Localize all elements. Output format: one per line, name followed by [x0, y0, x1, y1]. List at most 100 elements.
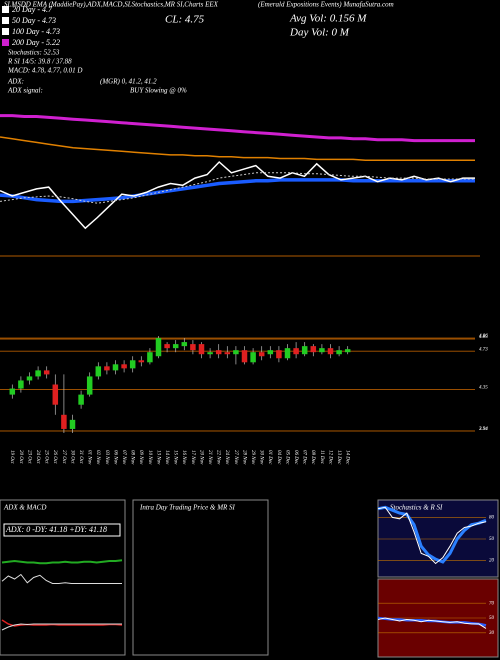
- x-tick-label: 28 Nov: [241, 450, 246, 465]
- series-line: [377, 617, 487, 629]
- y-tick-label: 80: [489, 516, 495, 521]
- series-line: [1, 619, 123, 627]
- series-line: [1, 623, 122, 631]
- x-tick-label: 30 Nov: [259, 450, 264, 465]
- candle-body: [69, 419, 76, 429]
- series-line: [0, 136, 475, 162]
- candle-body: [336, 350, 342, 355]
- candle-body: [310, 346, 317, 353]
- candle-body: [301, 346, 308, 355]
- series-line: [377, 506, 487, 565]
- candle-body: [129, 360, 136, 369]
- series-line: [0, 160, 475, 230]
- candle-body: [121, 364, 127, 369]
- x-tick-label: 05 Dec: [284, 450, 289, 465]
- x-tick-label: 01 Dec: [267, 450, 272, 465]
- x-tick-label: 06 Nov: [112, 450, 117, 465]
- swatch: [2, 6, 9, 13]
- candle-body: [344, 349, 351, 353]
- volume-label: Avg Vol: 0.156 M: [289, 13, 367, 25]
- y-tick-label: 4.35: [479, 386, 488, 391]
- x-tick-label: 25 Oct: [44, 450, 49, 464]
- x-tick-label: 14 Nov: [164, 450, 169, 465]
- candle-body: [258, 352, 265, 357]
- candle-body: [147, 352, 153, 363]
- y-tick-label: 4.85: [479, 335, 488, 340]
- candle-body: [293, 348, 299, 355]
- swatch: [2, 28, 9, 35]
- y-tick-label: 70: [489, 601, 495, 606]
- stat: ADX signal:: [7, 87, 43, 95]
- stat: (MGR) 0, 41.2, 41.2: [100, 78, 157, 86]
- x-tick-label: 16 Nov: [181, 450, 186, 465]
- y-tick-label: 30: [489, 631, 495, 636]
- stat: ADX:: [7, 78, 24, 86]
- candle-body: [319, 348, 325, 353]
- candle-body: [95, 366, 102, 377]
- x-tick-label: 23 Oct: [26, 450, 31, 464]
- x-tick-label: 20 Nov: [198, 450, 203, 465]
- panel-title: Intra Day Trading Price & MR SI: [139, 504, 236, 512]
- ma-label: 20 Day - 4.7: [12, 5, 53, 14]
- candle-body: [104, 366, 110, 371]
- candle-body: [207, 352, 213, 355]
- y-tick-label: 50: [489, 616, 495, 621]
- candle-body: [250, 352, 256, 363]
- candle-body: [172, 344, 179, 349]
- x-tick-label: 01 Nov: [87, 450, 92, 465]
- volume-label: Day Vol: 0 M: [289, 27, 350, 39]
- candle-body: [198, 344, 205, 355]
- candle-body: [190, 344, 196, 351]
- candle-body: [52, 384, 59, 405]
- candle-body: [112, 364, 119, 371]
- x-tick-label: 11 Dec: [319, 450, 324, 465]
- candle-body: [276, 350, 282, 359]
- x-tick-label: 08 Dec: [310, 450, 315, 465]
- x-tick-label: 21 Nov: [207, 450, 212, 465]
- candle-body: [164, 344, 170, 349]
- candle-body: [18, 380, 24, 389]
- series-line: [377, 505, 487, 564]
- candle-body: [78, 394, 84, 405]
- y-tick-label: 20: [489, 559, 495, 564]
- series-line: [0, 172, 475, 204]
- x-tick-label: 08 Nov: [130, 450, 135, 465]
- legend: ADX: 0 -DY: 41.18 +DY: 41.18: [5, 525, 107, 534]
- panel-title: ADX & MACD: [3, 504, 46, 512]
- x-tick-label: 26 Oct: [52, 450, 57, 464]
- candle-body: [9, 388, 16, 395]
- x-tick-label: 13 Dec: [336, 450, 341, 465]
- x-tick-label: 10 Nov: [147, 450, 152, 465]
- panel-frame: [132, 499, 269, 656]
- x-tick-label: 06 Dec: [293, 450, 298, 465]
- series-line: [0, 114, 475, 143]
- series-line: [1, 559, 123, 565]
- candle-body: [233, 350, 239, 355]
- x-tick-label: 27 Oct: [61, 450, 66, 464]
- x-tick-label: 14 Dec: [345, 450, 350, 465]
- series-line: [0, 178, 475, 204]
- panel-title: Stochastics & R SI: [390, 504, 443, 512]
- x-tick-label: 20 Oct: [18, 450, 23, 464]
- x-tick-label: 31 Oct: [78, 450, 83, 464]
- candle-body: [138, 360, 145, 363]
- y-tick-label: 4.86: [479, 334, 488, 339]
- x-tick-label: 07 Nov: [121, 450, 126, 465]
- x-tick-label: 02 Nov: [95, 450, 100, 465]
- candle-body: [86, 376, 93, 395]
- candle-body: [215, 350, 222, 355]
- swatch: [2, 17, 9, 24]
- stat: R SI 14/5: 39.8 / 37.88: [7, 58, 72, 66]
- x-tick-label: 09 Nov: [138, 450, 143, 465]
- candle-body: [284, 348, 291, 359]
- candle-body: [35, 370, 41, 377]
- candle-body: [26, 376, 33, 381]
- x-tick-label: 04 Dec: [276, 450, 281, 465]
- candle-body: [267, 350, 274, 355]
- y-tick-label: 3.94: [479, 427, 488, 432]
- y-tick-label: 3.94: [479, 427, 488, 432]
- candle-body: [224, 352, 231, 355]
- header-strip: (Emerald Expositions Events) MunafaSutra…: [258, 1, 394, 9]
- y-tick-label: 4.73: [479, 347, 488, 352]
